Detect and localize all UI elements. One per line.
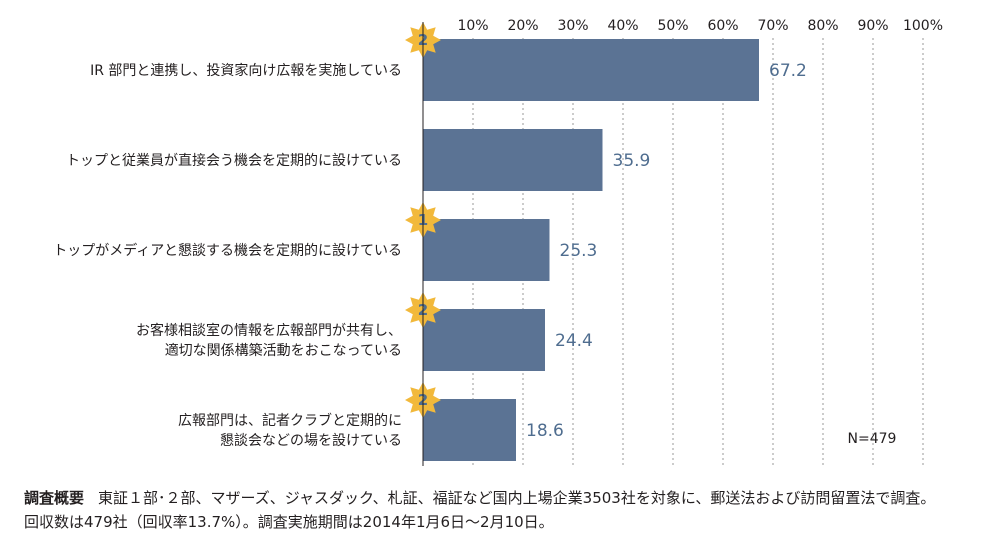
- category-label: トップと従業員が直接会う機会を定期的に設けている: [66, 152, 402, 169]
- value-label: 35.9: [613, 151, 651, 171]
- x-tick-label: 10%: [457, 18, 488, 34]
- survey-overview: 調査概要 東証１部･２部、マザーズ、ジャスダック、札証、福証など国内上場企業350…: [24, 486, 994, 534]
- bar: [423, 39, 759, 101]
- survey-text-1: 東証１部･２部、マザーズ、ジャスダック、札証、福証など国内上場企業3503社を対…: [98, 489, 936, 507]
- category-label: IR 部門と連携し、投資家向け広報を実施している: [90, 62, 402, 79]
- bar: [423, 309, 545, 371]
- survey-line-1: 調査概要 東証１部･２部、マザーズ、ジャスダック、札証、福証など国内上場企業350…: [24, 486, 994, 510]
- x-tick-label: 60%: [707, 18, 738, 34]
- bar: [423, 219, 550, 281]
- value-label: 25.3: [560, 241, 598, 261]
- category-label: 広報部門は、記者クラブと定期的に: [178, 412, 402, 429]
- value-label: 18.6: [526, 421, 564, 441]
- category-label: 懇談会などの場を設けている: [220, 432, 402, 449]
- x-tick-label: 50%: [657, 18, 688, 34]
- sample-size-label: N=479: [848, 431, 897, 447]
- x-tick-label: 70%: [757, 18, 788, 34]
- survey-text-2: 回収数は479社（回収率13.7%）。調査実施期間は2014年1月6日～2月10…: [24, 513, 554, 531]
- bars: [423, 39, 759, 461]
- value-label: 67.2: [769, 61, 807, 81]
- bar: [423, 399, 516, 461]
- category-label: トップがメディアと懇談する機会を定期的に設けている: [53, 242, 402, 259]
- category-label: お客様相談室の情報を広報部門が共有し、: [136, 322, 402, 339]
- x-tick-label: 90%: [857, 18, 888, 34]
- x-tick-label: 40%: [607, 18, 638, 34]
- x-tick-label: 30%: [557, 18, 588, 34]
- value-label: 24.4: [555, 331, 593, 351]
- survey-title: 調査概要: [24, 489, 85, 507]
- category-label: 適切な関係構築活動をおこなっている: [165, 342, 402, 359]
- x-tick-label: 80%: [807, 18, 838, 34]
- x-tick-label: 20%: [507, 18, 538, 34]
- bar: [423, 129, 603, 191]
- grid-lines: [472, 38, 924, 466]
- x-tick-label: 100%: [903, 18, 943, 34]
- labels: 10% 20% 30% 40% 50% 60% 70% 80% 90% 100% 67.2 IR 部門…: [53, 18, 943, 449]
